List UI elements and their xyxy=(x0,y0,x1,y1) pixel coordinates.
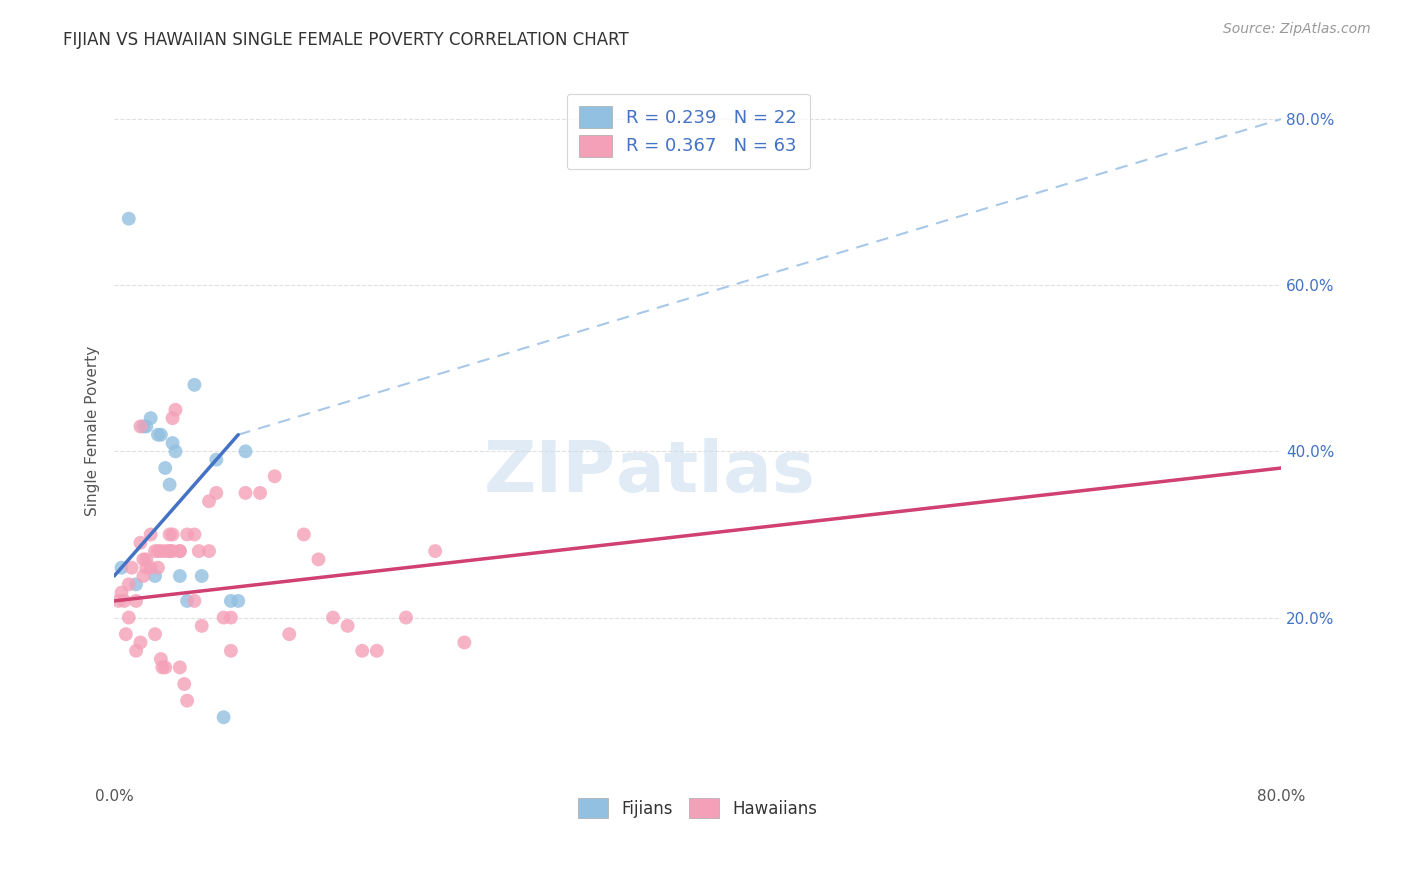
Point xyxy=(132,419,155,434)
Point xyxy=(143,569,166,583)
Point xyxy=(235,444,257,458)
Point xyxy=(159,527,181,541)
Point xyxy=(226,594,249,608)
Point xyxy=(352,644,374,658)
Point xyxy=(162,544,184,558)
Point xyxy=(139,560,162,574)
Point xyxy=(198,544,221,558)
Point xyxy=(187,544,209,558)
Text: FIJIAN VS HAWAIIAN SINGLE FEMALE POVERTY CORRELATION CHART: FIJIAN VS HAWAIIAN SINGLE FEMALE POVERTY… xyxy=(63,31,628,49)
Point xyxy=(135,419,157,434)
Point xyxy=(149,427,172,442)
Point xyxy=(121,560,143,574)
Point xyxy=(176,594,198,608)
Point xyxy=(235,486,257,500)
Point xyxy=(132,569,155,583)
Point xyxy=(155,660,177,674)
Point xyxy=(219,594,242,608)
Point xyxy=(219,610,242,624)
Point xyxy=(173,677,195,691)
Point xyxy=(176,527,198,541)
Point xyxy=(129,419,152,434)
Point xyxy=(132,552,155,566)
Point xyxy=(322,610,344,624)
Text: ZIP: ZIP xyxy=(484,439,616,508)
Point xyxy=(169,660,191,674)
Point xyxy=(107,594,129,608)
Point xyxy=(155,544,177,558)
Point xyxy=(165,402,187,417)
Point xyxy=(125,594,148,608)
Point xyxy=(165,444,187,458)
Point xyxy=(278,627,301,641)
Point xyxy=(118,610,141,624)
Point xyxy=(118,211,141,226)
Point xyxy=(129,635,152,649)
Point xyxy=(336,619,359,633)
Point xyxy=(190,619,212,633)
Legend: Fijians, Hawaiians: Fijians, Hawaiians xyxy=(571,791,824,825)
Point xyxy=(110,560,132,574)
Point xyxy=(135,552,157,566)
Point xyxy=(118,577,141,591)
Point xyxy=(159,544,181,558)
Point xyxy=(198,494,221,508)
Point xyxy=(162,411,184,425)
Point xyxy=(425,544,447,558)
Point xyxy=(205,486,228,500)
Point xyxy=(176,693,198,707)
Point xyxy=(125,577,148,591)
Point xyxy=(183,377,205,392)
Point xyxy=(212,710,235,724)
Point xyxy=(146,427,169,442)
Point xyxy=(150,660,173,674)
Point xyxy=(219,644,242,658)
Point xyxy=(146,544,169,558)
Text: Source: ZipAtlas.com: Source: ZipAtlas.com xyxy=(1223,22,1371,37)
Point xyxy=(110,585,132,599)
Text: atlas: atlas xyxy=(616,439,815,508)
Point xyxy=(159,477,181,491)
Point xyxy=(395,610,418,624)
Point xyxy=(249,486,271,500)
Point xyxy=(139,411,162,425)
Point xyxy=(155,461,177,475)
Point xyxy=(169,544,191,558)
Point xyxy=(169,569,191,583)
Point xyxy=(307,552,329,566)
Point xyxy=(212,610,235,624)
Point xyxy=(139,527,162,541)
Point xyxy=(146,560,169,574)
Point xyxy=(169,544,191,558)
Y-axis label: Single Female Poverty: Single Female Poverty xyxy=(86,345,100,516)
Point xyxy=(143,544,166,558)
Point xyxy=(205,452,228,467)
Point xyxy=(125,644,148,658)
Point xyxy=(149,652,172,666)
Point xyxy=(143,627,166,641)
Point xyxy=(149,544,172,558)
Point xyxy=(159,544,181,558)
Point xyxy=(115,627,138,641)
Point xyxy=(190,569,212,583)
Point xyxy=(162,436,184,450)
Point xyxy=(263,469,285,483)
Point xyxy=(183,594,205,608)
Point xyxy=(135,560,157,574)
Point xyxy=(453,635,475,649)
Point xyxy=(162,527,184,541)
Point xyxy=(129,535,152,549)
Point xyxy=(292,527,315,541)
Point xyxy=(366,644,388,658)
Point xyxy=(112,594,135,608)
Point xyxy=(183,527,205,541)
